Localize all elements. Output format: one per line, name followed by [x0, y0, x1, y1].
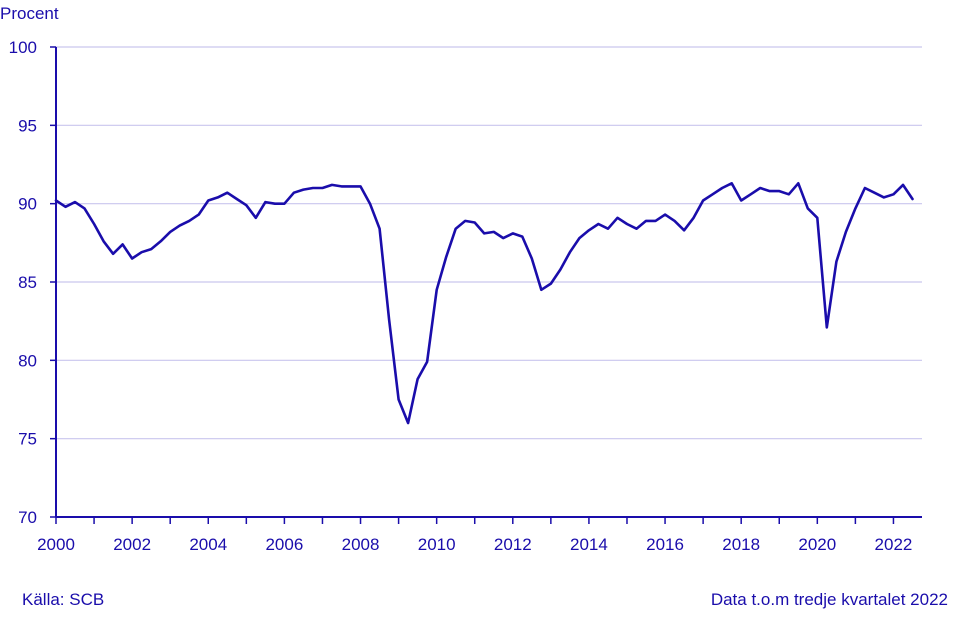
- x-tick-label: 2010: [418, 535, 456, 554]
- x-tick-label: 2008: [342, 535, 380, 554]
- y-tick-label: 95: [18, 116, 37, 135]
- series-group: [54, 182, 914, 425]
- x-tick-label: 2002: [113, 535, 151, 554]
- y-tick-label: 100: [9, 38, 37, 57]
- y-tick-label: 75: [18, 430, 37, 449]
- y-axis-label: Procent: [0, 4, 59, 23]
- x-tick-label: 2022: [875, 535, 913, 554]
- y-tick-label: 70: [18, 508, 37, 527]
- x-tick-label: 2012: [494, 535, 532, 554]
- x-tick-label: 2014: [570, 535, 608, 554]
- x-tick-label: 2016: [646, 535, 684, 554]
- y-tick-label: 80: [18, 351, 37, 370]
- data-period-note: Data t.o.m tredje kvartalet 2022: [710, 590, 948, 609]
- y-tick-label: 85: [18, 273, 37, 292]
- x-tick-label: 2006: [265, 535, 303, 554]
- grid-lines: [56, 46, 922, 440]
- x-tick-label: 2000: [37, 535, 75, 554]
- x-tick-label: 2018: [722, 535, 760, 554]
- x-axis-ticks: 2000 2002 2004 2006 2008 2010 2012 2014 2016 2018…: [37, 517, 912, 554]
- x-tick-label: 2004: [189, 535, 227, 554]
- source-note: Källa: SCB: [22, 590, 105, 609]
- y-axis-ticks: 70 75 80 85 90 95 100: [9, 38, 56, 527]
- series-line: [54, 182, 914, 425]
- x-tick-label: 2020: [798, 535, 836, 554]
- y-tick-label: 90: [18, 195, 37, 214]
